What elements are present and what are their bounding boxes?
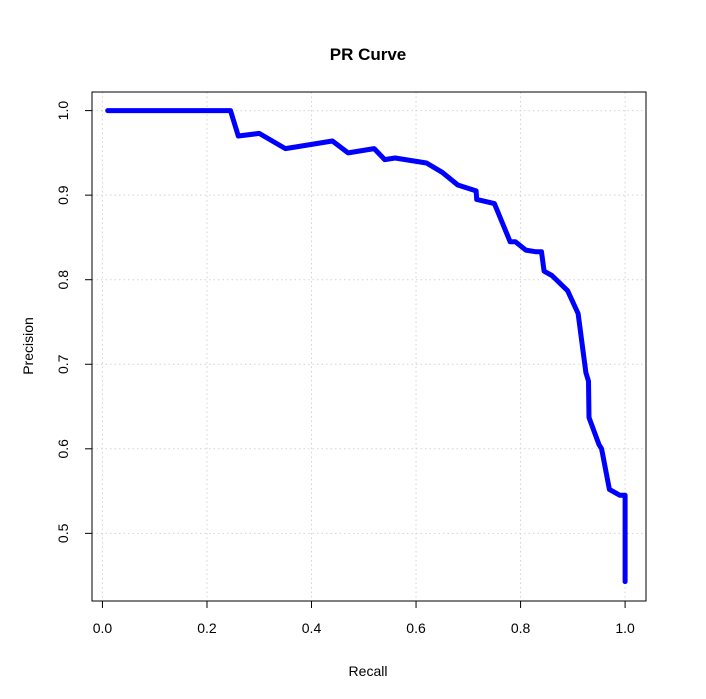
x-tick-label: 0.6 [406, 620, 426, 636]
axis-ticks: 0.0 0.2 0.4 0.6 0.8 1.0 0.5 0.6 0.7 0.8 0.9 1.0 [55, 101, 635, 636]
pr-curve-line [105, 108, 628, 585]
grid [92, 92, 646, 601]
y-tick-label: 0.7 [55, 354, 71, 374]
x-tick-label: 1.0 [615, 620, 635, 636]
data-series [105, 108, 628, 585]
x-tick-label: 0.0 [93, 620, 113, 636]
plot-frame [91, 91, 647, 602]
y-tick-label: 0.6 [55, 439, 71, 459]
x-tick-label: 0.2 [197, 620, 217, 636]
y-tick-label: 0.8 [55, 270, 71, 290]
chart-title: PR Curve [330, 45, 407, 64]
x-tick-label: 0.8 [511, 620, 531, 636]
y-tick-label: 0.5 [55, 523, 71, 543]
y-tick-label: 0.9 [55, 185, 71, 205]
x-axis-label: Recall [349, 663, 388, 679]
y-axis-label: Precision [20, 317, 36, 375]
y-tick-label: 1.0 [55, 101, 71, 121]
x-tick-label: 0.4 [302, 620, 322, 636]
